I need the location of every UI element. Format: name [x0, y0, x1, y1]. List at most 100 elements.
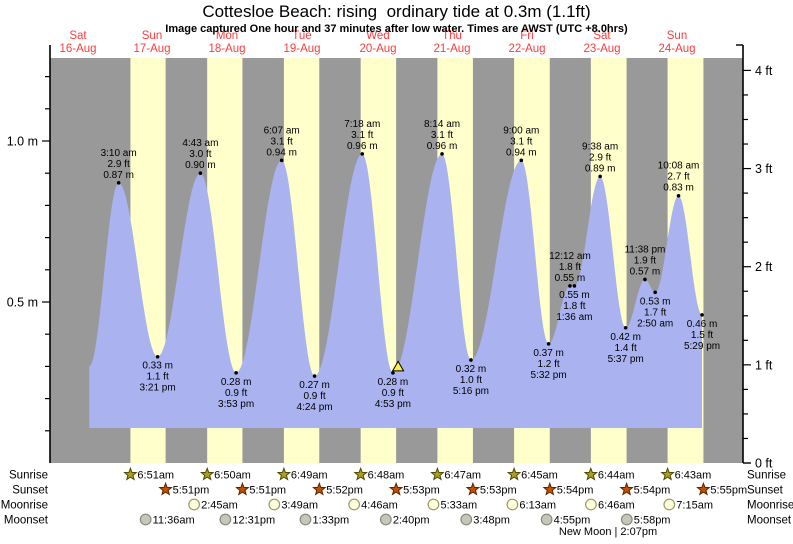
tide-annotation-line: 0.33 m	[142, 361, 173, 372]
tide-curve-area	[89, 153, 703, 428]
moonset-time: 5:58pm	[634, 515, 671, 527]
sunset-time: 5:51pm	[173, 485, 210, 497]
high-tide-annotation: 7:18 am3.1 ft0.96 m	[344, 119, 380, 156]
tide-annotation-line: 3:10 am	[101, 148, 137, 159]
moonrise-event: 6:13am	[506, 498, 556, 512]
tide-annotation-line: 0.42 m	[610, 332, 641, 343]
moonrise-event: 7:15am	[663, 498, 713, 512]
tide-annotation-line: 1.0 ft	[460, 375, 482, 386]
sunset-time: 5:55pm	[710, 485, 747, 497]
tide-annotation-line: 0.9 ft	[225, 388, 247, 399]
sunrise-event: 6:48am	[353, 466, 404, 482]
moonrise-icon	[663, 498, 676, 511]
tide-point-dot	[643, 277, 647, 282]
tide-point-dot	[700, 313, 704, 317]
tide-annotation-line: 2:50 am	[637, 318, 673, 329]
moonset-time: 1:33pm	[312, 515, 349, 527]
moonrise-event: 5:33am	[427, 498, 477, 512]
row-label-sunset-left: Sunset	[12, 485, 49, 497]
tide-annotation-line: 0.27 m	[299, 380, 330, 391]
date-label-date: 16-Aug	[59, 43, 96, 55]
row-label-sunrise-left: Sunrise	[9, 470, 48, 482]
moonrise-event: 2:45am	[188, 498, 238, 512]
moonset-time: 12:31pm	[232, 515, 275, 527]
tide-annotation-line: 0.96 m	[347, 141, 378, 152]
sunset-star-icon	[312, 481, 327, 496]
new-moon-label: New Moon | 2:07pm	[559, 526, 657, 538]
high-tide-annotation: 6:07 am3.1 ft0.94 m	[264, 125, 300, 163]
sunset-time: 5:53pm	[403, 485, 440, 497]
tide-point-dot	[440, 152, 444, 156]
sunset-star-icon	[235, 481, 250, 496]
sunset-time: 5:51pm	[249, 485, 286, 497]
tide-annotation-line: 0.53 m	[640, 296, 671, 307]
moonset-event: 1:33pm	[299, 513, 349, 527]
high-tide-annotation: 3:10 am2.9 ft0.87 m	[101, 148, 137, 185]
right-axis-label: 1 ft	[755, 358, 773, 372]
tide-annotation-line: 0.37 m	[533, 348, 564, 359]
date-label-date: 23-Aug	[583, 43, 620, 55]
tide-annotation-line: 0.28 m	[221, 377, 252, 388]
sunrise-star-icon	[276, 466, 292, 481]
tide-point-dot	[469, 358, 473, 362]
row-label-moonrise-right: Moonrise	[747, 500, 793, 512]
moonrise-icon	[188, 498, 201, 511]
row-label-sunrise-right: Sunrise	[747, 470, 786, 482]
tide-point-dot	[279, 158, 284, 163]
sunset-star-icon	[388, 481, 404, 496]
moonset-event: 4:55pm	[540, 513, 590, 527]
tide-annotation-line: 4:24 pm	[297, 402, 333, 413]
tide-point-dot	[572, 284, 577, 288]
sunrise-event: 6:49am	[276, 466, 328, 482]
left-axis-label: 0.5 m	[7, 296, 38, 310]
subtitle: Image captured One hour and 37 minutes a…	[165, 23, 628, 35]
moonrise-icon	[585, 498, 597, 511]
sunrise-time: 6:43am	[675, 470, 712, 482]
sunset-time: 5:52pm	[326, 485, 363, 497]
sunrise-event: 6:43am	[660, 466, 712, 482]
sunset-star-icon	[465, 481, 481, 496]
sunrise-star-icon	[506, 466, 522, 481]
tide-annotation-line: 2.9 ft	[108, 159, 130, 170]
sunrise-event: 6:51am	[123, 466, 174, 482]
tide-annotation-line: 1.2 ft	[537, 359, 559, 370]
moonset-event: 11:36am	[139, 513, 195, 527]
high-tide-annotation: 10:08 am2.7 ft0.83 m	[658, 161, 700, 198]
low-tide-annotation: 0.53 m1.7 ft2:50 am	[637, 290, 673, 329]
date-label-date: 22-Aug	[508, 43, 545, 55]
moonrise-icon	[268, 498, 281, 511]
moonrise-icon	[348, 498, 361, 511]
high-tide-annotation: 9:38 am2.9 ft0.89 m	[582, 141, 618, 179]
low-tide-annotation: 0.55 m1.8 ft1:36 am	[556, 284, 592, 323]
high-tide-annotation: 4:43 am3.0 ft0.90 m	[182, 138, 218, 175]
tide-point-dot	[198, 171, 203, 175]
date-label-weekday: Thu	[442, 30, 462, 42]
right-axis-label: 3 ft	[755, 162, 773, 176]
sunset-time: 5:54pm	[634, 485, 671, 497]
tide-annotation-line: 1.8 ft	[559, 262, 581, 273]
low-tide-annotation: 0.32 m1.0 ft5:16 pm	[453, 358, 489, 397]
tide-annotation-line: 1.1 ft	[146, 372, 168, 383]
tide-annotation-line: 0.9 ft	[303, 391, 325, 402]
tide-point-dot	[568, 284, 572, 288]
low-tide-annotation: 0.37 m1.2 ft5:32 pm	[531, 342, 567, 381]
sunrise-star-icon	[660, 466, 675, 481]
tide-annotation-line: 0.57 m	[630, 266, 661, 277]
tide-annotation-line: 12:12 am	[549, 251, 591, 262]
moonset-time: 2:40pm	[393, 515, 430, 527]
tide-annotation-line: 0.89 m	[585, 163, 616, 174]
moonrise-event: 3:49am	[268, 498, 318, 512]
sunrise-event: 6:45am	[506, 466, 558, 482]
moonset-icon	[379, 513, 392, 526]
sunrise-star-icon	[123, 466, 138, 481]
tide-annotation-line: 1.9 ft	[634, 255, 656, 266]
moonrise-icon	[427, 498, 440, 511]
tide-annotation-line: 0.83 m	[663, 183, 694, 194]
sunset-event: 5:53pm	[465, 481, 517, 497]
moonset-icon	[139, 513, 152, 526]
row-label-sunset-right: Sunset	[747, 485, 784, 497]
tide-annotation-line: 4:43 am	[182, 138, 218, 149]
tide-annotation-line: 10:08 am	[658, 161, 700, 172]
